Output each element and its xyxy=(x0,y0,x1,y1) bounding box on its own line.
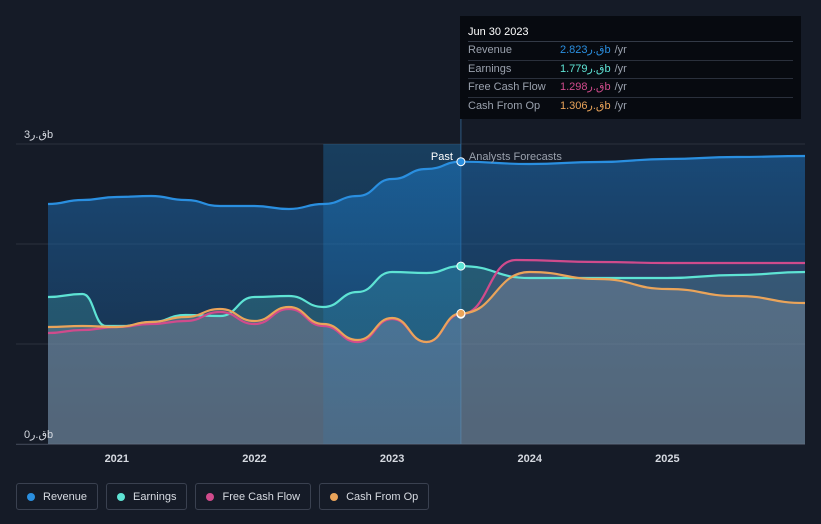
series-lines xyxy=(47,154,806,344)
x-tick-label: 2021 xyxy=(105,453,129,465)
line-free-cash-flow xyxy=(47,258,805,344)
tooltip-value: 1.306ق.رb xyxy=(560,99,611,112)
legend-item-earnings[interactable]: Earnings xyxy=(106,483,188,510)
tooltip-value: 2.823ق.رb xyxy=(560,44,611,56)
legend-dot-icon xyxy=(330,492,339,501)
legend-dot-icon xyxy=(206,492,215,501)
legend-item-revenue[interactable]: Revenue xyxy=(16,483,99,510)
tooltip-row-cash-from-op: Cash From Op 1.306ق.رb /yr xyxy=(468,98,793,116)
tooltip-row-free-cash-flow: Free Cash Flow 1.298ق.رb /yr xyxy=(468,79,793,98)
past-label: Past xyxy=(431,151,453,163)
legend-item-cash-from-op[interactable]: Cash From Op xyxy=(319,483,430,510)
tooltip-unit: /yr xyxy=(614,44,627,56)
tooltip-value: 1.779ق.رb xyxy=(560,62,611,75)
legend-label: Free Cash Flow xyxy=(222,490,301,503)
x-tick-label: 2023 xyxy=(380,453,404,465)
tooltip-unit: /yr xyxy=(614,62,627,75)
forecast-label: Analysts Forecasts xyxy=(469,151,562,163)
axis-labels: 3ق.رb 0ق.رb 2021 2022 2023 2024 2025 Past Analys… xyxy=(24,129,680,465)
marker-earnings xyxy=(456,261,466,271)
tooltip-row-revenue: Revenue 2.823ق.رb /yr xyxy=(468,42,793,61)
tooltip: Jun 30 2023 Revenue 2.823ق.رb /yr Earnin… xyxy=(460,16,801,119)
y-tick-label: 3ق.رb xyxy=(24,129,53,141)
y-tick-label: 0ق.رb xyxy=(24,429,53,441)
legend-item-free-cash-flow[interactable]: Free Cash Flow xyxy=(195,483,312,510)
tooltip-label: Free Cash Flow xyxy=(468,81,546,93)
x-tick-label: 2025 xyxy=(655,453,679,465)
x-tick-label: 2024 xyxy=(517,453,542,465)
tooltip-label: Earnings xyxy=(468,62,512,75)
line-revenue xyxy=(47,154,806,211)
tooltip-label: Revenue xyxy=(468,44,513,56)
tooltip-label: Cash From Op xyxy=(468,99,541,112)
tooltip-unit: /yr xyxy=(614,81,627,93)
series-markers xyxy=(456,157,466,319)
marker-revenue xyxy=(456,157,466,167)
marker-cash-from-op xyxy=(456,308,466,318)
legend-dot-icon xyxy=(117,492,126,501)
legend-label: Earnings xyxy=(133,490,177,503)
past-highlight-band xyxy=(323,144,461,444)
tooltip-row-earnings: Earnings 1.779ق.رb /yr xyxy=(468,61,793,79)
legend-label: Cash From Op xyxy=(346,490,419,503)
line-cash-from-op xyxy=(47,270,806,344)
legend: Revenue Earnings Free Cash Flow Cash Fro… xyxy=(16,483,430,510)
tooltip-value: 1.298ق.رb xyxy=(560,81,611,93)
x-tick-label: 2022 xyxy=(242,453,266,465)
tooltip-date: Jun 30 2023 xyxy=(468,24,793,42)
legend-dot-icon xyxy=(27,492,35,501)
legend-label: Revenue xyxy=(43,490,88,503)
tooltip-unit: /yr xyxy=(614,99,627,112)
